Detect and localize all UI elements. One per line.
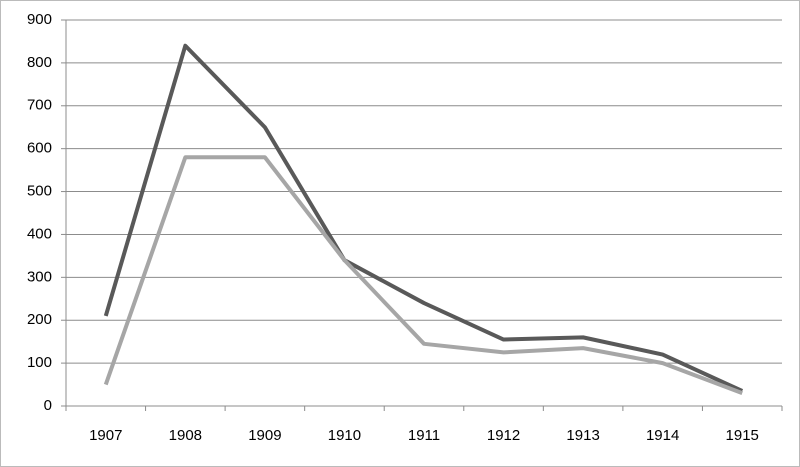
x-tick-label: 1912	[487, 427, 520, 444]
x-tick-label: 1907	[89, 427, 122, 444]
y-tick-label: 100	[27, 354, 52, 371]
y-tick-label: 700	[27, 97, 52, 114]
y-tick-label: 400	[27, 225, 52, 242]
y-tick-label: 800	[27, 54, 52, 71]
x-tick-label: 1914	[646, 427, 679, 444]
y-tick-label: 300	[27, 268, 52, 285]
y-tick-label: 500	[27, 183, 52, 200]
y-tick-label: 0	[44, 397, 52, 414]
x-tick-label: 1913	[566, 427, 599, 444]
data-line	[103, 155, 743, 396]
x-tick-label: 1911	[408, 427, 440, 444]
y-tick-label: 600	[27, 140, 52, 157]
y-tick-label: 200	[27, 311, 52, 328]
x-tick-label: 1910	[328, 427, 361, 444]
x-tick-label: 1908	[169, 427, 202, 444]
x-tick-label: 1909	[248, 427, 281, 444]
x-tick-label: 1915	[726, 427, 759, 444]
data-line	[103, 43, 744, 393]
y-tick-label: 900	[27, 11, 52, 28]
